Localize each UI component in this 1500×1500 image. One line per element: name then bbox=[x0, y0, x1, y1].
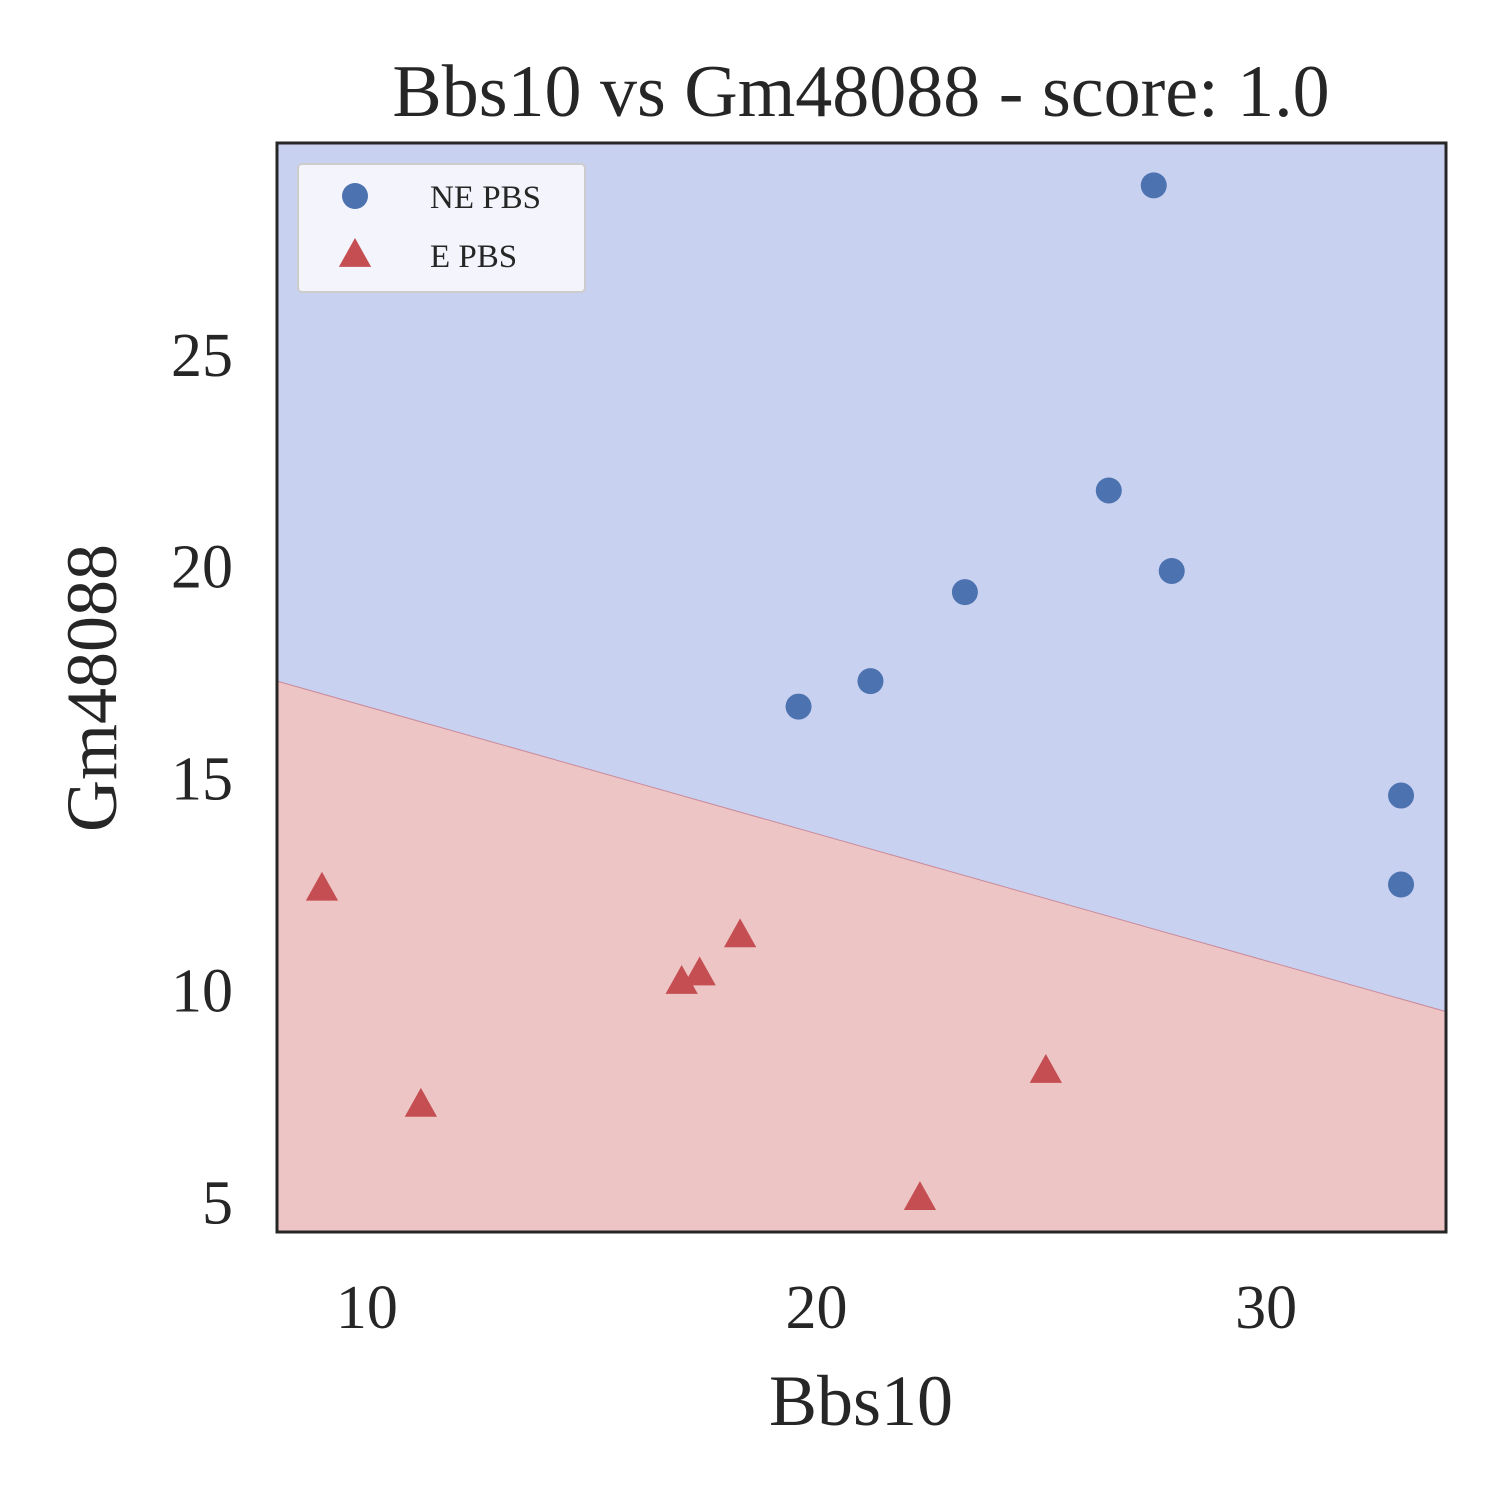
point-ne-pbs bbox=[1095, 477, 1122, 504]
point-ne-pbs bbox=[951, 579, 978, 606]
point-ne-pbs bbox=[1388, 782, 1415, 809]
point-e-pbs bbox=[1029, 1053, 1062, 1083]
point-ne-pbs bbox=[1388, 871, 1415, 898]
y-tick-label: 20 bbox=[171, 534, 233, 602]
legend: NE PBS E PBS bbox=[297, 163, 586, 293]
x-tick-label: 10 bbox=[336, 1274, 398, 1342]
y-tick-label: 5 bbox=[202, 1169, 233, 1237]
point-ne-pbs bbox=[1140, 172, 1167, 199]
legend-marker-triangle-icon bbox=[338, 238, 372, 267]
y-tick-label: 25 bbox=[171, 322, 233, 390]
region-ne-pbs bbox=[277, 143, 1446, 1012]
point-e-pbs bbox=[903, 1181, 937, 1211]
x-axis-label: Bbs10 bbox=[769, 1361, 953, 1441]
decision-regions bbox=[276, 143, 1447, 1232]
point-e-pbs bbox=[404, 1087, 438, 1117]
y-tick-label: 10 bbox=[171, 957, 233, 1025]
y-axis-ticks: 5 10 15 20 25 bbox=[171, 322, 233, 1237]
decision-boundary-line bbox=[276, 680, 1447, 1013]
point-e-pbs bbox=[723, 918, 757, 948]
point-e-pbs bbox=[683, 956, 716, 986]
point-ne-pbs bbox=[1158, 557, 1185, 584]
x-tick-label: 30 bbox=[1235, 1274, 1297, 1342]
y-tick-label: 15 bbox=[171, 746, 233, 814]
point-ne-pbs bbox=[785, 693, 812, 720]
legend-label: E PBS bbox=[430, 239, 517, 275]
point-e-pbs bbox=[305, 871, 339, 901]
legend-marker-circle-icon bbox=[342, 183, 368, 209]
data-points bbox=[305, 172, 1415, 1211]
y-axis-label: Gm48088 bbox=[52, 544, 132, 832]
legend-box bbox=[297, 163, 586, 293]
region-e-pbs bbox=[277, 681, 1446, 1232]
x-tick-label: 20 bbox=[786, 1274, 848, 1342]
x-axis-ticks: 10 20 30 bbox=[336, 1274, 1297, 1342]
point-ne-pbs bbox=[857, 668, 884, 695]
point-e-pbs bbox=[665, 964, 698, 994]
plot-frame bbox=[275, 141, 1448, 1234]
chart-title: Bbs10 vs Gm48088 - score: 1.0 bbox=[392, 51, 1329, 133]
legend-label: NE PBS bbox=[430, 180, 541, 216]
